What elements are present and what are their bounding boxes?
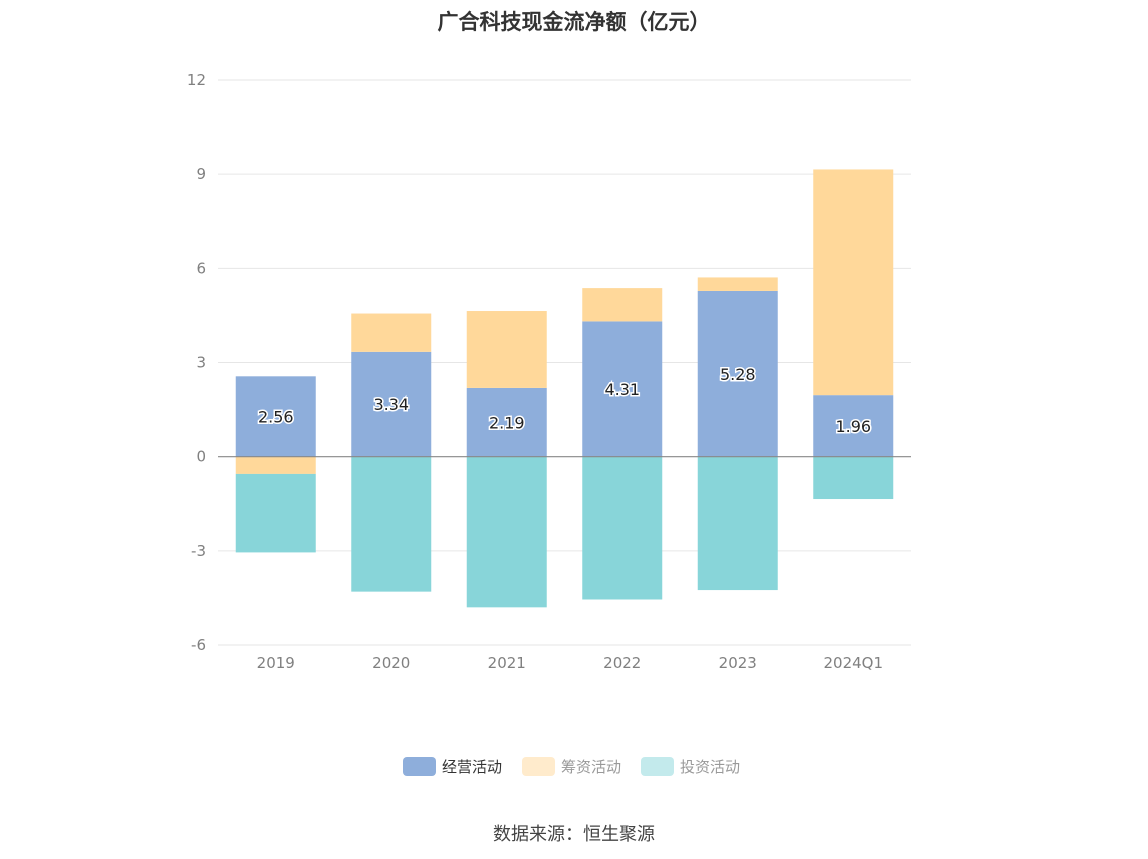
data-label: 5.28 bbox=[720, 365, 756, 384]
legend: 经营活动 筹资活动 投资活动 bbox=[403, 757, 740, 776]
bar-investing-2023 bbox=[697, 456, 778, 591]
legend-item-operating[interactable]: 经营活动 bbox=[403, 757, 502, 776]
y-tick-label: 9 bbox=[196, 165, 206, 183]
legend-swatch bbox=[641, 757, 674, 776]
bar-operating-2023 bbox=[697, 290, 778, 457]
y-tick-label: 3 bbox=[196, 354, 206, 372]
bar-operating-2024Q1 bbox=[813, 395, 894, 457]
bar-financing-2023 bbox=[697, 277, 778, 291]
y-tick-label: -3 bbox=[191, 542, 206, 560]
data-source: 数据来源：恒生聚源 bbox=[493, 824, 655, 845]
data-labels: 2.56 3.34 2.19 4.31 5.28 1.96 bbox=[256, 363, 872, 437]
bar-investing-2019 bbox=[235, 473, 316, 553]
x-axis-ticks: 2019 2020 2021 2022 2023 2024Q1 bbox=[257, 654, 883, 672]
bar-investing-2021 bbox=[466, 456, 547, 608]
data-label: 2.56 bbox=[258, 407, 294, 426]
data-label: 3.34 bbox=[373, 395, 409, 414]
bar-operating-2019 bbox=[235, 376, 316, 457]
x-tick-label: 2021 bbox=[488, 654, 526, 672]
legend-label: 经营活动 bbox=[442, 758, 502, 776]
x-tick-label: 2022 bbox=[603, 654, 641, 672]
bar-investing-2024Q1 bbox=[813, 456, 894, 500]
bar-financing-2022 bbox=[582, 288, 663, 322]
bar-investing-2020 bbox=[351, 456, 432, 592]
bars bbox=[235, 169, 894, 608]
x-tick-label: 2020 bbox=[372, 654, 410, 672]
y-axis-ticks: -6 -3 0 3 6 9 12 bbox=[187, 71, 206, 654]
legend-label: 投资活动 bbox=[680, 758, 740, 776]
x-tick-label: 2024Q1 bbox=[823, 654, 883, 672]
bar-operating-2022 bbox=[582, 321, 663, 457]
chart-title: 广合科技现金流净额（亿元） bbox=[437, 10, 711, 34]
y-tick-label: 0 bbox=[196, 448, 206, 466]
data-label: 2.19 bbox=[489, 413, 525, 432]
legend-label: 筹资活动 bbox=[561, 758, 621, 776]
x-tick-label: 2019 bbox=[257, 654, 295, 672]
bar-investing-2022 bbox=[582, 456, 663, 600]
bar-financing-2019 bbox=[235, 456, 316, 474]
legend-swatch bbox=[403, 757, 436, 776]
legend-swatch bbox=[522, 757, 555, 776]
bar-operating-2020 bbox=[351, 351, 432, 457]
x-tick-label: 2023 bbox=[719, 654, 757, 672]
bar-financing-2024Q1 bbox=[813, 169, 894, 396]
bar-operating-2021 bbox=[466, 387, 547, 457]
y-tick-label: 6 bbox=[196, 259, 206, 277]
grid-lines bbox=[218, 79, 911, 646]
y-tick-label: -6 bbox=[191, 636, 206, 654]
bar-financing-2020 bbox=[351, 313, 432, 352]
legend-item-investing[interactable]: 投资活动 bbox=[641, 757, 740, 776]
legend-item-financing[interactable]: 筹资活动 bbox=[522, 757, 621, 776]
y-tick-label: 12 bbox=[187, 71, 206, 89]
data-label: 4.31 bbox=[604, 380, 640, 399]
bar-financing-2021 bbox=[466, 311, 547, 388]
data-label: 1.96 bbox=[835, 417, 871, 436]
